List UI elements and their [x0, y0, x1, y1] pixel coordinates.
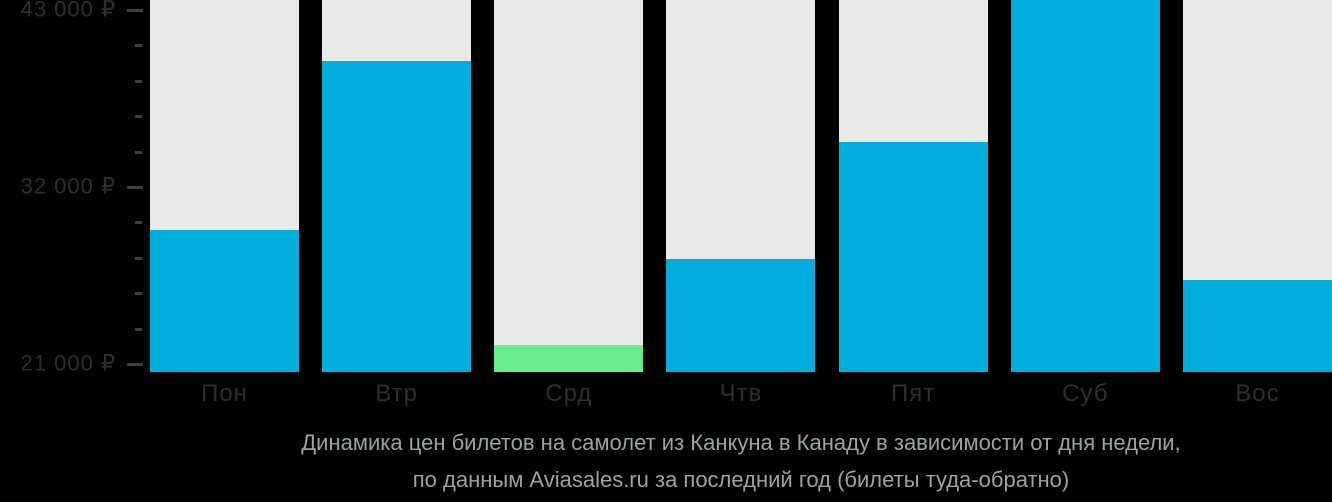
x-axis-day-label: Суб — [1062, 380, 1109, 407]
price-bar — [1182, 280, 1332, 372]
bar-column: Пон — [150, 0, 299, 407]
y-axis-label: 32 000 ₽ — [20, 173, 116, 199]
price-bar — [322, 61, 472, 372]
y-axis-minor-tick — [135, 221, 142, 225]
y-axis-label: 43 000 ₽ — [20, 0, 116, 22]
y-axis-minor-tick — [135, 327, 142, 331]
x-axis-day-label: Срд — [545, 380, 593, 407]
price-bar — [838, 141, 988, 372]
chart-title: Динамика цен билетов на самолет из Канку… — [301, 430, 1181, 455]
bar-column: Вос — [1182, 0, 1332, 407]
caption-block: Динамика цен билетов на самолет из Канку… — [150, 424, 1332, 498]
y-axis-minor-tick — [135, 292, 142, 296]
plot-area: Пон Втр Срд Чтв Пят Суб Вос — [150, 0, 1332, 407]
bar-column: Втр — [322, 0, 472, 407]
x-axis-day-label: Пят — [891, 380, 936, 407]
y-axis-minor-tick — [135, 256, 142, 260]
x-axis-day-label: Чтв — [719, 380, 763, 407]
x-axis-day-label: Втр — [375, 380, 418, 407]
y-axis: 43 000 ₽ 32 000 ₽ 21 000 ₽ — [0, 0, 150, 375]
x-axis-day-label: Пон — [201, 380, 248, 407]
bar-column: Срд — [494, 0, 644, 407]
price-bar — [494, 344, 644, 372]
y-axis-major-tick — [127, 8, 143, 12]
price-bar — [1010, 0, 1160, 372]
y-axis-major-tick — [127, 362, 143, 366]
x-axis-day-label: Вос — [1235, 380, 1280, 407]
y-axis-minor-tick — [135, 115, 142, 119]
y-axis-minor-tick — [135, 150, 142, 154]
bar-column: Пят — [838, 0, 988, 407]
y-axis-major-tick — [127, 185, 143, 189]
chart-subtitle: по данным Aviasales.ru за последний год … — [412, 467, 1070, 492]
y-axis-minor-tick — [135, 79, 142, 83]
y-axis-minor-tick — [135, 44, 142, 48]
bar-column: Чтв — [666, 0, 816, 407]
price-bar — [666, 259, 816, 372]
bar-column: Суб — [1010, 0, 1160, 407]
price-bar — [150, 230, 299, 372]
y-axis-label: 21 000 ₽ — [20, 350, 116, 376]
